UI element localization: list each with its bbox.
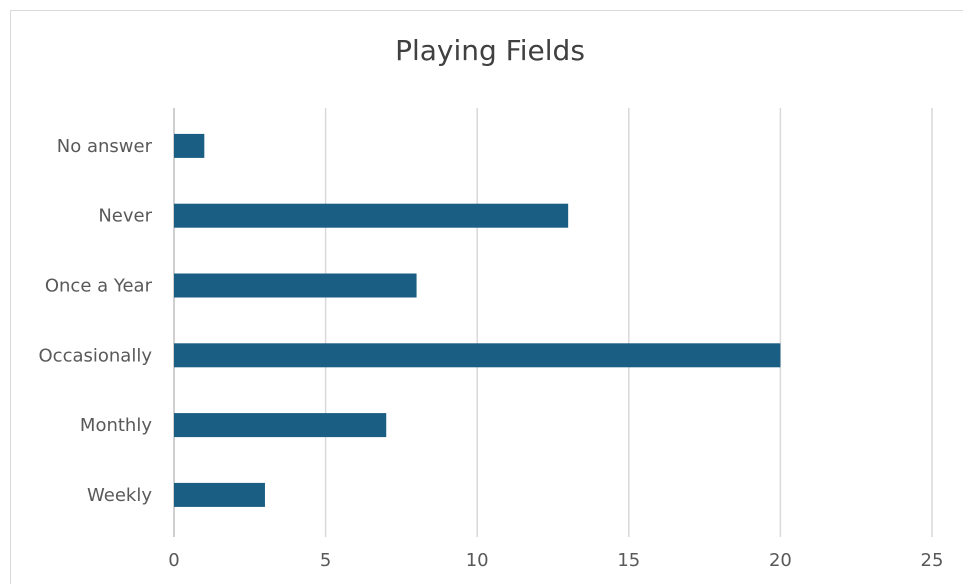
y-category-label: Once a Year — [45, 276, 153, 297]
bar — [174, 133, 205, 158]
bar — [174, 482, 265, 507]
x-tick-label: 0 — [168, 550, 179, 571]
bar — [174, 273, 417, 298]
bar — [174, 343, 781, 368]
bar — [174, 203, 569, 228]
x-tick-label: 25 — [921, 550, 944, 571]
y-category-label: No answer — [57, 136, 153, 157]
y-category-label: Weekly — [87, 485, 152, 506]
y-category-label: Never — [98, 206, 152, 227]
y-category-label: Occasionally — [39, 345, 153, 366]
x-tick-label: 15 — [617, 550, 640, 571]
bar — [174, 413, 387, 438]
chart-frame — [10, 10, 963, 584]
y-category-label: Monthly — [80, 415, 152, 436]
x-tick-label: 10 — [466, 550, 489, 571]
x-tick-label: 5 — [320, 550, 331, 571]
x-tick-label: 20 — [769, 550, 792, 571]
chart-title: Playing Fields — [395, 34, 585, 67]
